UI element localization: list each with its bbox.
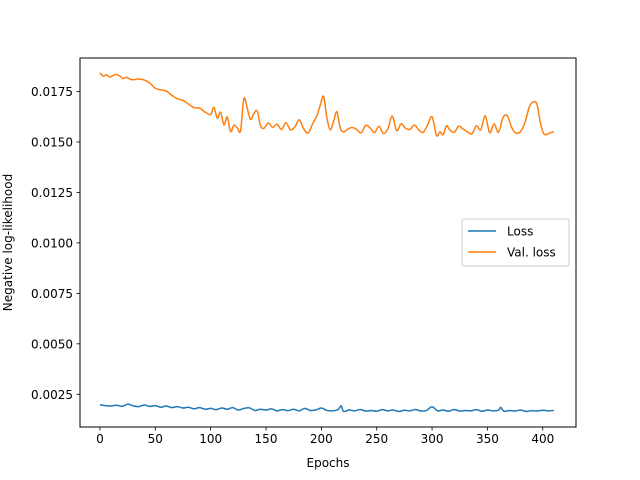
x-tick-label: 100 <box>199 432 222 446</box>
legend-label-val-loss: Val. loss <box>507 246 556 260</box>
y-tick-label: 0.0025 <box>31 388 73 402</box>
y-tick-label: 0.0150 <box>31 135 73 149</box>
x-axis-ticks: 0 50 100 150 200 250 300 350 400 <box>96 427 554 446</box>
x-tick-label: 0 <box>96 432 104 446</box>
legend: Loss Val. loss <box>461 218 570 267</box>
y-tick-label: 0.0175 <box>31 85 73 99</box>
y-tick-label: 0.0125 <box>31 186 73 200</box>
y-axis-ticks: 0.0025 0.0050 0.0075 0.0100 0.0125 0.0150 0.01… <box>31 85 80 402</box>
x-tick-label: 50 <box>148 432 163 446</box>
series-line-0 <box>99 403 554 413</box>
y-tick-label: 0.0100 <box>31 236 73 250</box>
x-tick-label: 200 <box>310 432 333 446</box>
x-tick-label: 400 <box>531 432 554 446</box>
x-tick-label: 350 <box>476 432 499 446</box>
x-tick-label: 300 <box>421 432 444 446</box>
legend-label-loss: Loss <box>507 225 533 239</box>
plot-frame <box>79 57 577 428</box>
x-tick-label: 150 <box>255 432 278 446</box>
series-line-1 <box>99 72 555 137</box>
series-layer <box>99 72 555 413</box>
y-tick-label: 0.0050 <box>31 337 73 351</box>
y-tick-label: 0.0075 <box>31 287 73 301</box>
x-tick-label: 250 <box>365 432 388 446</box>
x-axis-label: Epochs <box>307 456 350 470</box>
y-axis-label: Negative log-likelihood <box>1 174 15 311</box>
